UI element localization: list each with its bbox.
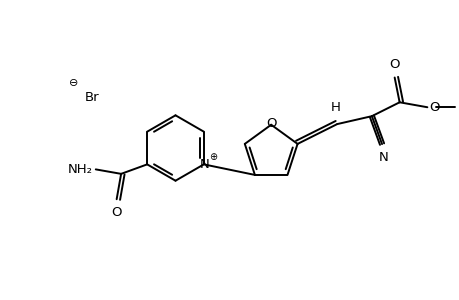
Text: NH₂: NH₂ (67, 163, 93, 176)
Text: Br: Br (84, 91, 99, 104)
Text: N: N (378, 151, 388, 164)
Text: O: O (389, 58, 399, 70)
Text: O: O (265, 117, 276, 130)
Text: ⊖: ⊖ (69, 78, 78, 88)
Text: H: H (330, 101, 339, 114)
Text: O: O (428, 101, 439, 114)
Text: ⊕: ⊕ (209, 152, 217, 162)
Text: O: O (111, 206, 122, 219)
Text: N: N (200, 158, 209, 171)
